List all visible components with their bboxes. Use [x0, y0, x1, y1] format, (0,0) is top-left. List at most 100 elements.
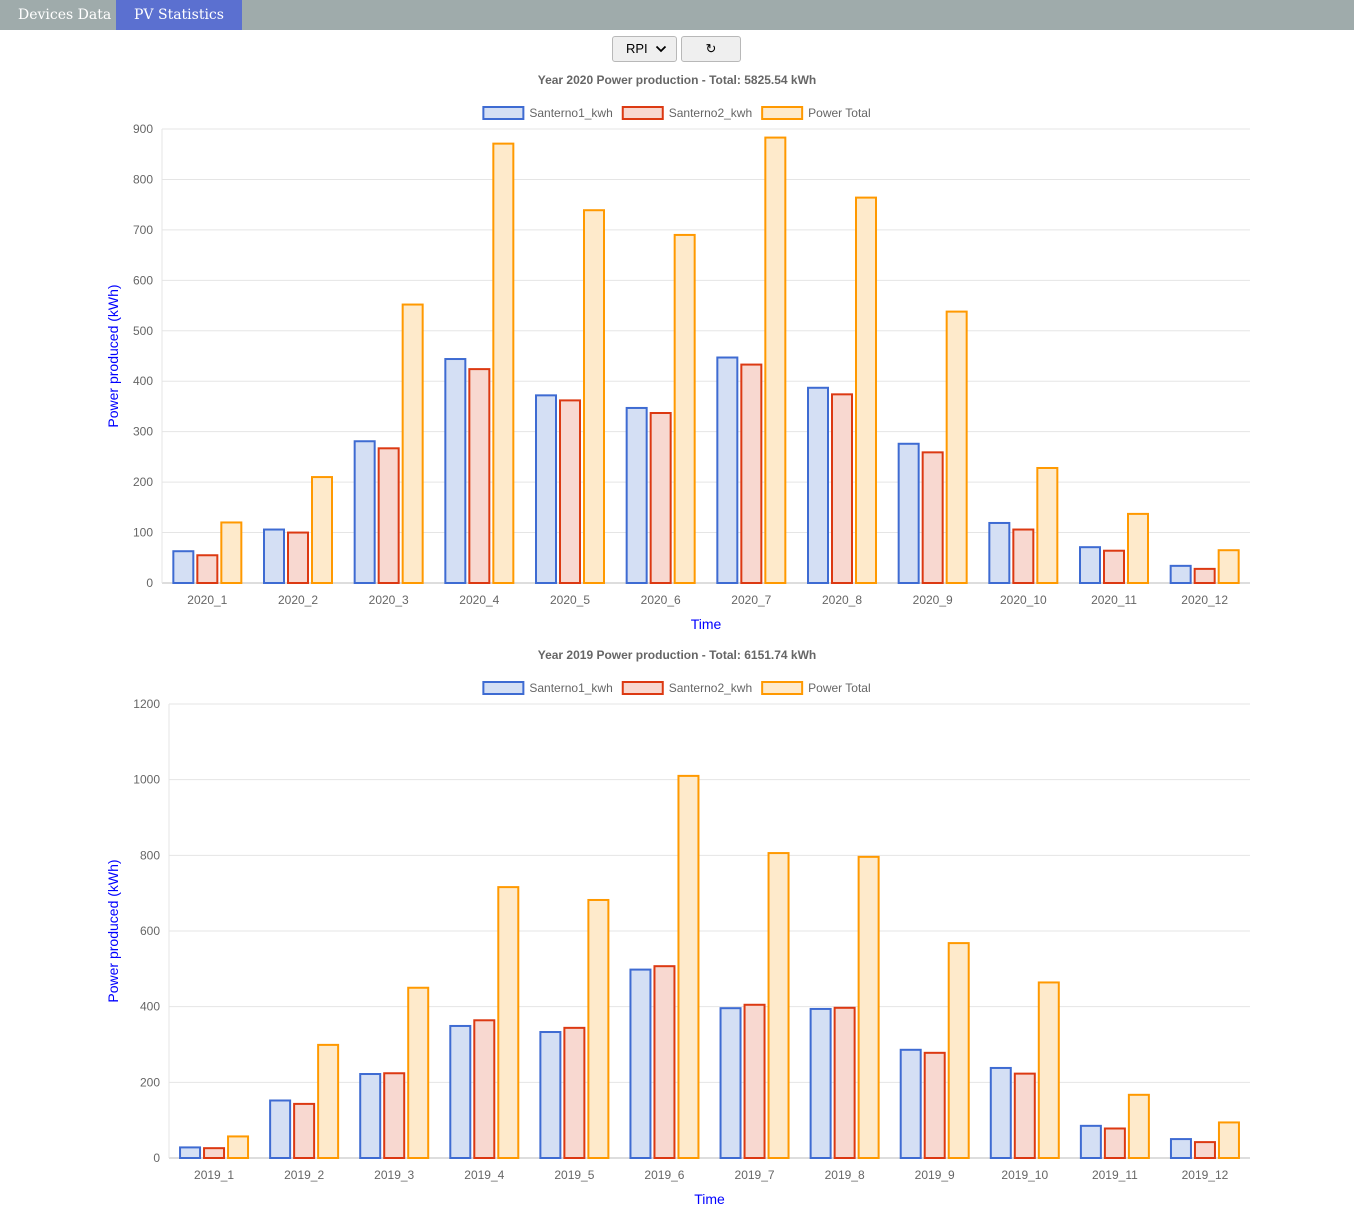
chevron-down-icon [655, 45, 667, 53]
legend-swatch [621, 681, 664, 695]
y-tick-label: 500 [133, 324, 153, 338]
bar-power-total-2019-7 [767, 852, 790, 1160]
bar-santerno1-kwh-2020-4 [444, 358, 467, 584]
bar-power-total-2020-1 [220, 521, 243, 585]
bar-power-total-2020-10 [1036, 466, 1059, 584]
bar-power-total-2020-7 [764, 136, 787, 584]
bar-santerno2-kwh-2019-5 [563, 1026, 586, 1159]
chart-title: Year 2019 Power production - Total: 6151… [538, 648, 817, 662]
bar-santerno1-kwh-2019-8 [809, 1007, 832, 1160]
bar-santerno2-kwh-2020-10 [1012, 528, 1035, 585]
bar-santerno1-kwh-2019-6 [629, 968, 652, 1159]
bar-santerno2-kwh-2019-9 [923, 1051, 946, 1159]
bar-power-total-2019-6 [677, 774, 700, 1159]
bar-santerno2-kwh-2020-3 [377, 447, 400, 584]
x-axis-title: Time [694, 1191, 725, 1207]
y-tick-label: 300 [133, 425, 153, 439]
bar-santerno1-kwh-2019-2 [269, 1099, 292, 1160]
bar-santerno2-kwh-2019-4 [473, 1019, 496, 1159]
bar-santerno1-kwh-2020-8 [807, 386, 829, 584]
bar-santerno1-kwh-2019-5 [539, 1031, 562, 1160]
tab-pv-statistics[interactable]: PV Statistics [116, 0, 242, 30]
x-tick-label: 2019_8 [825, 1168, 865, 1182]
legend-label: Santerno2_kwh [669, 681, 752, 695]
chart-title: Year 2020 Power production - Total: 5825… [538, 73, 817, 87]
bar-santerno2-kwh-2019-1 [203, 1147, 226, 1159]
legend-swatch [482, 681, 525, 695]
chart-2020: Year 2020 Power production - Total: 5825… [105, 73, 1250, 632]
x-tick-label: 2020_2 [278, 593, 318, 607]
bar-power-total-2019-1 [227, 1135, 250, 1159]
bar-santerno1-kwh-2019-4 [449, 1024, 472, 1159]
x-tick-label: 2019_3 [374, 1168, 414, 1182]
bar-santerno2-kwh-2019-10 [1013, 1072, 1036, 1159]
bar-power-total-2020-11 [1127, 512, 1149, 584]
x-tick-label: 2019_6 [644, 1168, 684, 1182]
y-tick-label: 1000 [133, 773, 160, 787]
refresh-button[interactable]: ↻ [681, 36, 741, 62]
legend-label: Power Total [808, 681, 870, 695]
bar-santerno2-kwh-2020-8 [831, 393, 853, 584]
bar-santerno2-kwh-2019-12 [1193, 1141, 1216, 1159]
bar-santerno2-kwh-2019-7 [743, 1003, 766, 1159]
bar-santerno1-kwh-2019-1 [179, 1146, 202, 1160]
x-tick-label: 2020_1 [187, 593, 227, 607]
bar-power-total-2020-4 [492, 142, 515, 585]
bar-power-total-2020-5 [583, 209, 605, 585]
bar-santerno1-kwh-2020-10 [988, 521, 1011, 584]
bar-power-total-2019-3 [407, 986, 430, 1159]
bar-santerno2-kwh-2019-8 [833, 1006, 856, 1159]
x-tick-label: 2020_9 [913, 593, 953, 607]
bar-power-total-2019-11 [1127, 1093, 1150, 1159]
x-tick-label: 2020_5 [550, 593, 590, 607]
legend-label: Santerno1_kwh [529, 681, 612, 695]
bar-santerno2-kwh-2020-4 [468, 368, 491, 585]
bar-power-total-2019-5 [587, 898, 610, 1159]
y-tick-label: 600 [133, 273, 153, 287]
x-tick-label: 2019_9 [915, 1168, 955, 1182]
bar-santerno2-kwh-2020-11 [1103, 549, 1125, 584]
bar-power-total-2020-3 [401, 303, 424, 584]
bar-santerno2-kwh-2019-2 [293, 1102, 316, 1160]
bar-power-total-2020-8 [855, 196, 877, 585]
bar-power-total-2019-12 [1217, 1121, 1240, 1160]
y-tick-label: 1200 [133, 697, 160, 711]
bar-power-total-2020-9 [945, 310, 968, 584]
bar-santerno2-kwh-2020-2 [287, 531, 309, 584]
x-axis-title: Time [691, 616, 722, 632]
legend-swatch [621, 106, 664, 120]
bar-santerno1-kwh-2020-11 [1079, 546, 1101, 585]
bar-santerno1-kwh-2019-7 [719, 1007, 742, 1159]
y-tick-label: 0 [153, 1151, 160, 1165]
y-tick-label: 200 [133, 475, 153, 489]
bar-santerno1-kwh-2020-12 [1169, 564, 1192, 584]
bar-santerno2-kwh-2020-12 [1193, 567, 1216, 584]
x-tick-label: 2019_10 [1001, 1168, 1048, 1182]
y-tick-label: 700 [133, 223, 153, 237]
device-select-value: RPI [626, 41, 648, 56]
legend-swatch [761, 681, 804, 695]
bar-power-total-2019-2 [317, 1043, 340, 1159]
bar-santerno1-kwh-2020-2 [263, 528, 285, 585]
tab-devices-data[interactable]: Devices Data [18, 7, 112, 23]
device-select[interactable]: RPI [612, 36, 677, 62]
bar-santerno1-kwh-2019-11 [1079, 1124, 1102, 1160]
x-tick-label: 2020_3 [369, 593, 409, 607]
legend-label: Power Total [808, 106, 870, 120]
x-tick-label: 2019_5 [554, 1168, 594, 1182]
bar-santerno1-kwh-2020-3 [353, 440, 376, 584]
x-tick-label: 2020_12 [1181, 593, 1228, 607]
x-tick-label: 2019_11 [1092, 1168, 1138, 1182]
tab-bar: Devices Data PV Statistics [0, 0, 1354, 30]
x-tick-label: 2020_7 [731, 593, 771, 607]
y-tick-label: 800 [133, 172, 153, 186]
y-axis-title: Power produced (kWh) [105, 284, 121, 427]
chart-2019: Year 2019 Power production - Total: 6151… [105, 648, 1250, 1207]
refresh-icon: ↻ [705, 41, 717, 56]
bar-santerno2-kwh-2020-5 [559, 399, 581, 584]
bar-santerno2-kwh-2020-7 [740, 363, 763, 584]
x-tick-label: 2020_10 [1000, 593, 1047, 607]
x-tick-label: 2019_12 [1182, 1168, 1229, 1182]
y-axis-title: Power produced (kWh) [105, 859, 121, 1002]
bar-power-total-2020-2 [311, 476, 333, 585]
